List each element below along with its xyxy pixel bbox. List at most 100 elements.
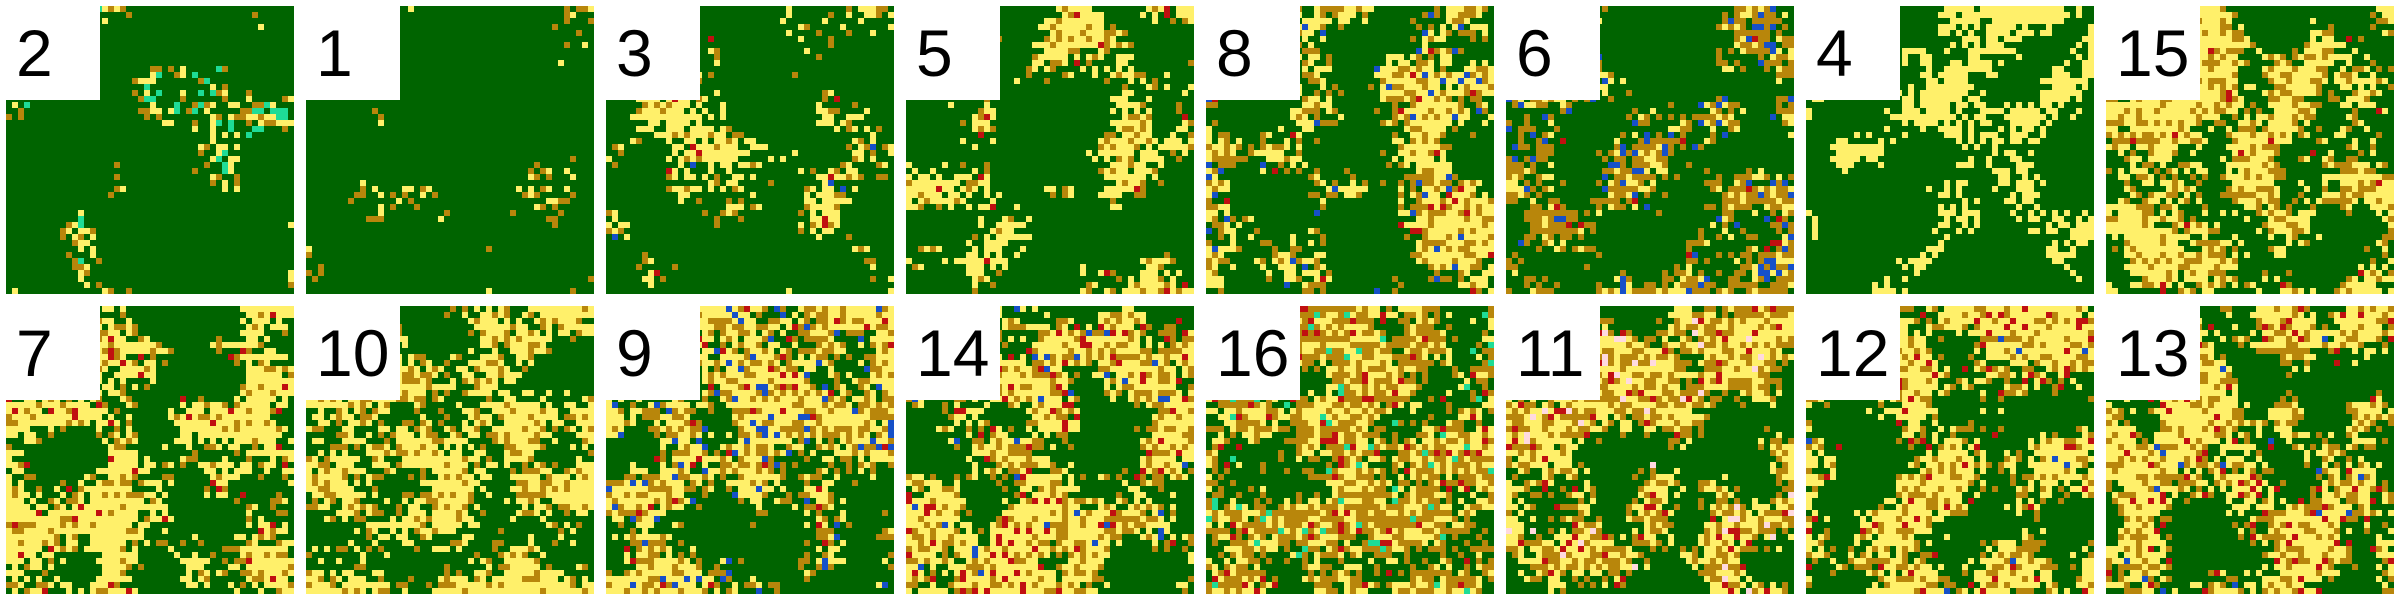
grass-cell [1998,108,2004,114]
water-cell [1464,72,1470,78]
shrub-cell [1482,240,1488,246]
grass-cell [288,222,294,228]
built-cell [1416,228,1422,234]
grass-cell [1434,78,1440,84]
grass-cell [2352,48,2358,54]
grass-cell [1230,264,1236,270]
grass-cell [1404,84,1410,90]
grass-cell [1224,180,1230,186]
shrub-cell [1056,18,1062,24]
shrub-cell [1536,288,1542,294]
grass-cell [858,144,864,150]
grass-cell [1440,120,1446,126]
water-cell [828,180,834,186]
shrub-cell [2268,90,2274,96]
shrub-cell [1122,126,1128,132]
shrub-cell [1236,246,1242,252]
built-cell [696,150,702,156]
shrub-cell [1782,72,1788,78]
grass-cell [1698,276,1704,282]
shrub-cell [1548,114,1554,120]
grass-cell [1116,168,1122,174]
grass-cell [516,186,522,192]
shrub-cell [1542,186,1548,192]
grass-cell [2226,126,2232,132]
grass-cell [1638,186,1644,192]
grass-cell [1944,132,1950,138]
shrub-cell [2388,216,2394,222]
grass-cell [924,180,930,186]
grass-cell [720,102,726,108]
shrub-cell [2250,144,2256,150]
shrub-cell [1542,156,1548,162]
shrub-cell [1752,18,1758,24]
grass-cell [1230,144,1236,150]
shrub-cell [1158,288,1164,294]
shrub-cell [2160,216,2166,222]
water-cell [1446,186,1452,192]
shrub-cell [1026,66,1032,72]
grass-cell [2256,150,2262,156]
grass-cell [1920,120,1926,126]
grass-cell [1650,150,1656,156]
grass-cell [912,204,918,210]
shrub-cell [2178,126,2184,132]
grass-cell [2070,48,2076,54]
shrub-cell [2352,120,2358,126]
shrub-cell [612,144,618,150]
shrub-cell [1488,234,1494,240]
grass-cell [1788,258,1794,264]
grass-cell [2322,180,2328,186]
grass-cell [1458,216,1464,222]
shrub-cell [1596,198,1602,204]
grass-cell [1182,6,1188,12]
shrub-cell [1644,192,1650,198]
shrub-cell [1692,288,1698,294]
grass-cell [822,228,828,234]
grass-cell [1950,210,1956,216]
water-cell [1542,114,1548,120]
shrub-cell [1230,216,1236,222]
built-cell [1632,198,1638,204]
shrub-cell [1218,258,1224,264]
grass-cell [2190,186,2196,192]
grass-cell [2148,234,2154,240]
shrub-cell [2202,240,2208,246]
grass-cell [1164,84,1170,90]
grass-cell [822,174,828,180]
shrub-cell [1746,282,1752,288]
grass-cell [1452,72,1458,78]
built-cell [1164,288,1170,294]
shrub-cell [126,12,132,18]
grass-cell [978,258,984,264]
grass-cell [1482,276,1488,282]
shrub-cell [1530,234,1536,240]
shrub-cell [1722,60,1728,66]
grass-cell [2244,150,2250,156]
grass-cell [1956,66,1962,72]
grass-cell [1512,174,1518,180]
shrub-cell [2208,246,2214,252]
grass-cell [2178,102,2184,108]
shrub-cell [2142,174,2148,180]
shrub-cell [108,6,114,12]
grass-cell [1212,210,1218,216]
grass-cell [2106,144,2112,150]
shrub-cell [2244,174,2250,180]
grass-cell [1968,30,1974,36]
grass-cell [948,198,954,204]
grass-cell [378,204,384,210]
grass-cell [2022,192,2028,198]
water-cell [1602,186,1608,192]
shrub-cell [1524,240,1530,246]
grass-cell [2040,180,2046,186]
water-cell [1530,156,1536,162]
grass-cell [1458,240,1464,246]
grass-cell [2214,18,2220,24]
grass-cell [846,198,852,204]
grass-cell [948,192,954,198]
grass-cell [1482,282,1488,288]
grass-cell [2010,6,2016,12]
shrub-cell [1380,78,1386,84]
grass-cell [2148,222,2154,228]
